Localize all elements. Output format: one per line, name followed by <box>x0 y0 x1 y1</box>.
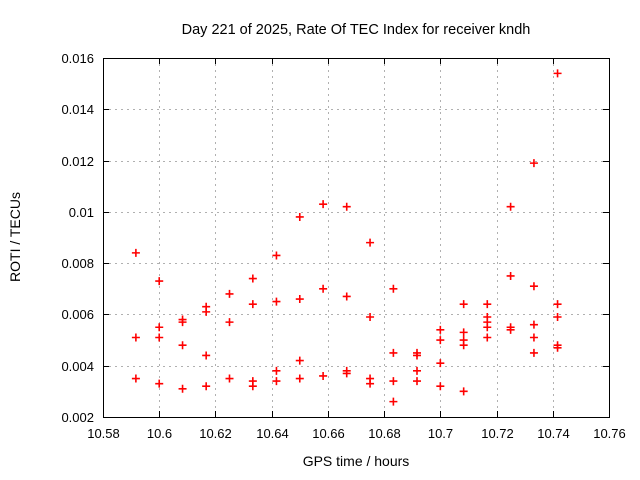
data-point-marker <box>366 312 375 321</box>
x-tick-label: 10.58 <box>87 426 120 441</box>
chart-title: Day 221 of 2025, Rate Of TEC Index for r… <box>182 22 531 38</box>
data-point-marker <box>272 297 281 306</box>
data-point-marker <box>248 300 257 309</box>
data-point-marker <box>436 325 445 334</box>
x-tick-label: 10.68 <box>368 426 401 441</box>
data-point-marker <box>342 369 351 378</box>
data-point-marker <box>155 323 164 332</box>
axis-ticks <box>103 58 610 418</box>
data-point-marker <box>155 277 164 286</box>
data-point-marker <box>459 387 468 396</box>
y-axis-label: ROTI / TECUs <box>7 192 23 282</box>
y-tick-label: 0.004 <box>61 359 94 374</box>
data-point-marker <box>202 382 211 391</box>
data-point-marker <box>295 374 304 383</box>
data-point-marker <box>178 341 187 350</box>
data-point-marker <box>529 348 538 357</box>
x-tick-label: 10.66 <box>312 426 345 441</box>
x-tick-label: 10.76 <box>593 426 626 441</box>
data-point-marker <box>178 318 187 327</box>
data-point-marker <box>272 251 281 260</box>
data-point-marker <box>319 200 328 209</box>
data-point-marker <box>529 320 538 329</box>
data-point-marker <box>413 351 422 360</box>
data-point-marker <box>389 397 398 406</box>
tick-labels: 10.58 10.6 10.62 10.64 10.66 10.68 10.7 10.72 10… <box>61 51 625 441</box>
data-point-marker <box>131 248 140 257</box>
data-point-marker <box>366 379 375 388</box>
data-point-marker <box>529 159 538 168</box>
y-tick-label: 0.002 <box>61 410 94 425</box>
x-tick-label: 10.74 <box>537 426 570 441</box>
data-point-marker <box>529 282 538 291</box>
data-point-marker <box>506 325 515 334</box>
data-point-marker <box>459 300 468 309</box>
y-tick-label: 0.008 <box>61 256 94 271</box>
x-tick-label: 10.7 <box>428 426 453 441</box>
data-points <box>131 69 562 406</box>
data-point-marker <box>553 300 562 309</box>
data-point-marker <box>342 292 351 301</box>
y-tick-label: 0.006 <box>61 307 94 322</box>
data-point-marker <box>413 366 422 375</box>
data-point-marker <box>202 307 211 316</box>
x-axis-label: GPS time / hours <box>303 453 410 469</box>
data-point-marker <box>553 343 562 352</box>
data-point-marker <box>413 377 422 386</box>
data-point-marker <box>389 377 398 386</box>
data-point-marker <box>319 284 328 293</box>
y-tick-label: 0.01 <box>69 205 94 220</box>
data-point-marker <box>295 356 304 365</box>
data-point-marker <box>225 318 234 327</box>
plot-frame <box>103 58 610 418</box>
data-point-marker <box>553 69 562 78</box>
data-point-marker <box>366 238 375 247</box>
data-point-marker <box>272 377 281 386</box>
gridlines <box>103 58 609 417</box>
data-point-marker <box>553 312 562 321</box>
data-point-marker <box>459 341 468 350</box>
data-point-marker <box>389 284 398 293</box>
data-point-marker <box>506 202 515 211</box>
x-tick-label: 10.6 <box>147 426 172 441</box>
data-point-marker <box>155 379 164 388</box>
data-point-marker <box>342 202 351 211</box>
data-point-marker <box>436 382 445 391</box>
data-point-marker <box>131 374 140 383</box>
data-point-marker <box>295 212 304 221</box>
data-point-marker <box>483 300 492 309</box>
data-point-marker <box>225 289 234 298</box>
data-point-marker <box>483 323 492 332</box>
y-tick-label: 0.012 <box>61 154 94 169</box>
data-point-marker <box>295 295 304 304</box>
data-point-marker <box>248 382 257 391</box>
data-point-marker <box>225 374 234 383</box>
data-point-marker <box>389 348 398 357</box>
x-tick-label: 10.64 <box>256 426 289 441</box>
data-point-marker <box>202 351 211 360</box>
data-point-marker <box>155 333 164 342</box>
data-point-marker <box>483 333 492 342</box>
data-point-marker <box>319 371 328 380</box>
data-point-marker <box>506 271 515 280</box>
y-tick-label: 0.014 <box>61 102 94 117</box>
data-point-marker <box>248 274 257 283</box>
data-point-marker <box>459 328 468 337</box>
data-point-marker <box>436 336 445 345</box>
data-point-marker <box>178 384 187 393</box>
data-point-marker <box>529 333 538 342</box>
data-point-marker <box>436 359 445 368</box>
data-point-marker <box>272 366 281 375</box>
x-tick-label: 10.62 <box>199 426 232 441</box>
y-tick-label: 0.016 <box>61 51 94 66</box>
x-tick-label: 10.72 <box>481 426 514 441</box>
data-point-marker <box>131 333 140 342</box>
